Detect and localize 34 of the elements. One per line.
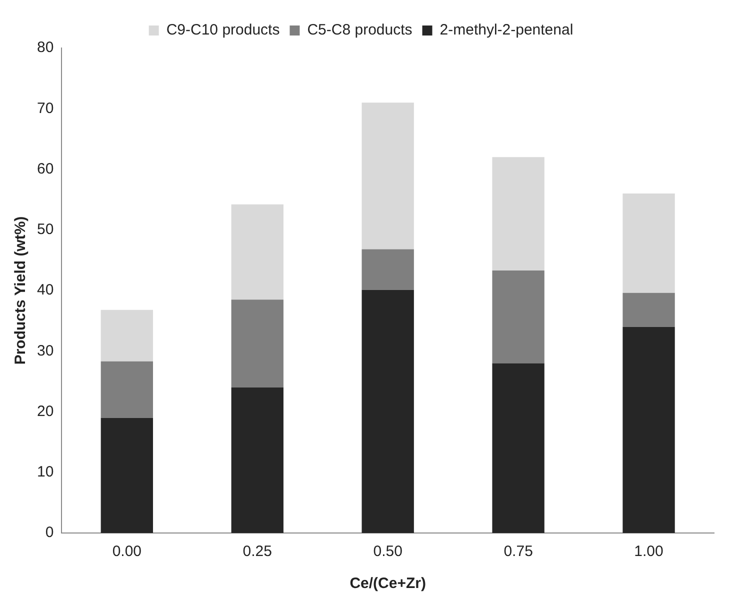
- y-tick-label: 10: [36, 464, 54, 481]
- y-tick-label: 80: [36, 39, 54, 56]
- legend-label: C5-C8 products: [307, 22, 412, 39]
- y-tick-label: 0: [45, 524, 54, 542]
- x-tick-label: 0.00: [112, 543, 142, 560]
- y-axis-title: Products Yield (wt%): [12, 216, 30, 365]
- bar: [100, 310, 154, 362]
- y-tick-label: 50: [36, 221, 54, 238]
- x-tick-label: 0.25: [242, 543, 272, 560]
- y-tick-label: 40: [36, 282, 54, 299]
- x-tick-label: 0.75: [504, 543, 533, 560]
- bar: [622, 292, 675, 327]
- x-tick-label: 1.00: [634, 543, 664, 560]
- bar: [362, 290, 414, 533]
- y-tick-label: 20: [36, 402, 54, 420]
- y-tick-label: 70: [36, 100, 54, 117]
- bar: [362, 102, 414, 250]
- bar: [100, 361, 154, 418]
- bar: [100, 418, 154, 533]
- legend-label: C9-C10 products: [166, 22, 280, 39]
- bar: [231, 388, 284, 533]
- x-tick-label: 0.50: [373, 543, 402, 560]
- bar: [492, 270, 544, 364]
- bar: [362, 249, 414, 290]
- bar: [231, 204, 284, 300]
- bar: [492, 157, 544, 270]
- x-axis-title: Ce/(Ce+Zr): [350, 575, 426, 592]
- bar: [231, 300, 284, 388]
- y-tick-label: 30: [36, 342, 54, 360]
- bar: [622, 326, 675, 533]
- bar: [492, 363, 544, 533]
- bar: [622, 194, 675, 293]
- legend-label: 2-methyl-2-pentenal: [440, 22, 574, 39]
- y-tick-label: 60: [36, 160, 54, 178]
